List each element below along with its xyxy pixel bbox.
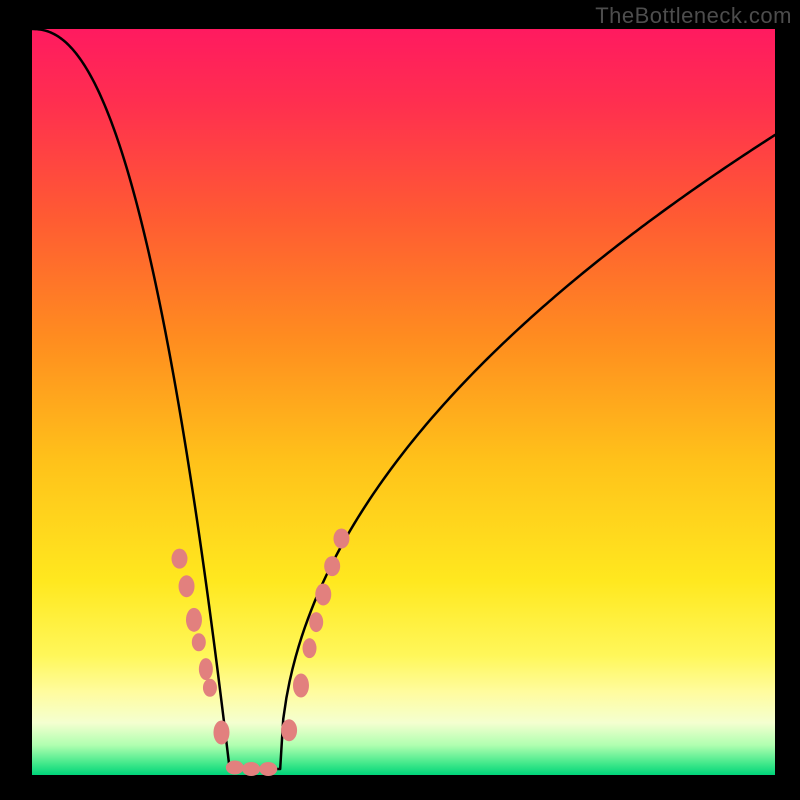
data-dot xyxy=(213,720,229,744)
data-dot xyxy=(242,762,260,776)
data-dot xyxy=(203,679,217,697)
data-dot xyxy=(199,658,213,680)
data-dot xyxy=(281,719,297,741)
plot-background xyxy=(32,29,775,775)
data-dot xyxy=(303,638,317,658)
data-dot xyxy=(259,762,277,776)
data-dot xyxy=(171,549,187,569)
data-dot xyxy=(186,608,202,632)
data-dot xyxy=(309,612,323,632)
watermark-text: TheBottleneck.com xyxy=(595,3,792,29)
bottom-dots xyxy=(226,761,277,776)
data-dot xyxy=(315,583,331,605)
data-dot xyxy=(179,575,195,597)
data-dot xyxy=(192,633,206,651)
data-dot xyxy=(324,556,340,576)
data-dot xyxy=(226,761,244,775)
data-dot xyxy=(333,529,349,549)
data-dot xyxy=(293,673,309,697)
bottleneck-chart xyxy=(0,0,800,800)
